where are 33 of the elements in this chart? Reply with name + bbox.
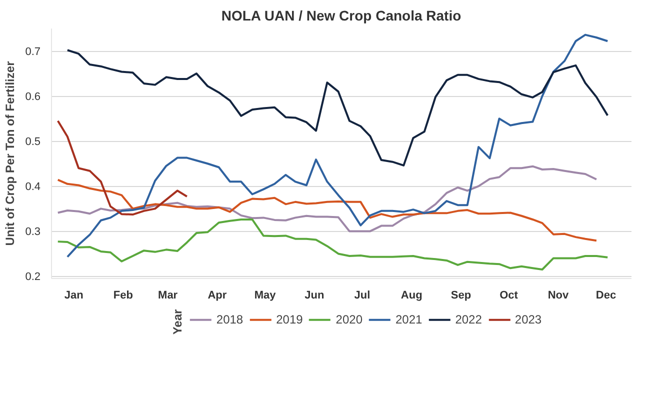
legend-title: Year bbox=[170, 309, 184, 335]
legend-label: 2020 bbox=[336, 312, 362, 326]
line-series bbox=[56, 120, 188, 216]
x-tick-label: Feb bbox=[113, 290, 134, 302]
x-tick-label: Sep bbox=[450, 290, 472, 302]
x-tick-label: Jan bbox=[64, 290, 84, 302]
x-tick-label: Mar bbox=[158, 290, 178, 302]
line-series bbox=[56, 178, 598, 242]
x-tick-label: Apr bbox=[208, 290, 228, 302]
y-tick-label: 0.5 bbox=[25, 136, 41, 148]
y-axis-title: Unit of Crop Per Ton of Fertilizer bbox=[3, 60, 18, 246]
line-series bbox=[56, 218, 609, 270]
legend-label: 2018 bbox=[216, 312, 244, 326]
y-tick-label: 0.6 bbox=[25, 91, 41, 104]
x-tick-label: Oct bbox=[500, 290, 518, 302]
x-tick-label: Nov bbox=[548, 290, 570, 302]
x-tick-label: Jun bbox=[304, 290, 324, 302]
legend-label: 2021 bbox=[396, 312, 422, 326]
y-tick-label: 0.7 bbox=[25, 46, 41, 58]
line-series bbox=[66, 34, 609, 258]
line-series bbox=[56, 165, 598, 232]
legend-label: 2022 bbox=[455, 312, 482, 326]
legend-label: 2023 bbox=[514, 312, 542, 326]
x-tick-label: Dec bbox=[596, 290, 616, 302]
x-tick-label: May bbox=[254, 290, 277, 302]
chart-title: NOLA UAN / New Crop Canola Ratio bbox=[221, 8, 462, 24]
y-tick-label: 0.3 bbox=[25, 226, 41, 238]
legend-label: 2019 bbox=[276, 312, 303, 326]
y-tick-label: 0.4 bbox=[25, 181, 41, 194]
x-tick-label: Aug bbox=[400, 290, 422, 302]
x-tick-label: Jul bbox=[354, 290, 370, 302]
y-tick-label: 0.2 bbox=[25, 271, 41, 284]
line-series bbox=[66, 49, 609, 166]
